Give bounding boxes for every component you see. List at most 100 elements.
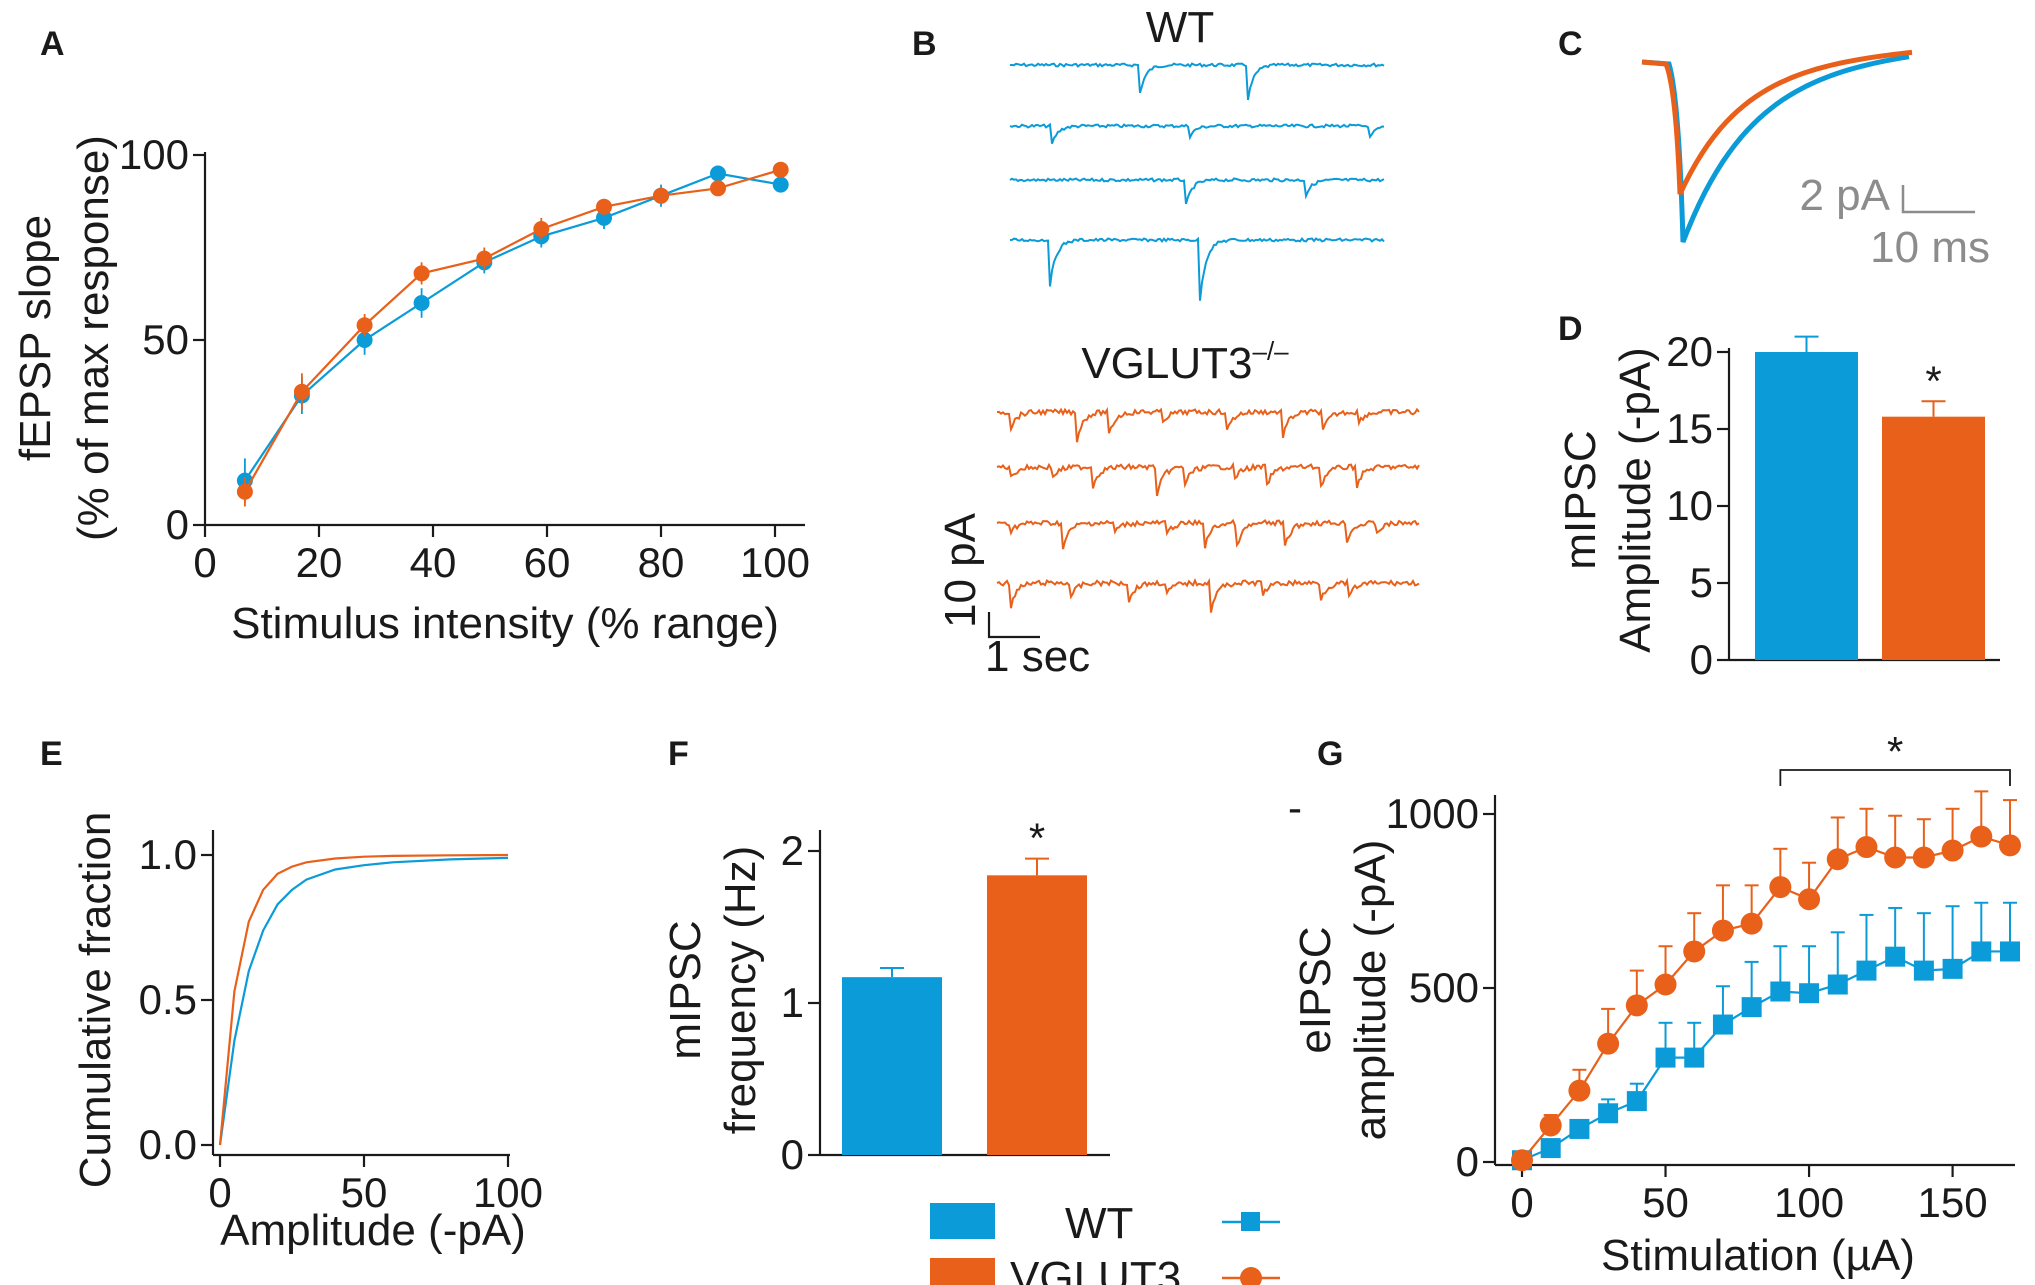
- y-tick-label: 0: [1456, 1138, 1479, 1185]
- y-tick-label: 1: [781, 979, 804, 1026]
- y-tick-label: 1000: [1386, 790, 1479, 837]
- y-tick-label: 100: [119, 131, 189, 178]
- legend-ko-swatch: [930, 1258, 995, 1285]
- y-tick-label: 0: [1690, 636, 1713, 683]
- legend-ko-label: VGLUT3: [1010, 1253, 1181, 1285]
- x-tick-label: 0: [1510, 1179, 1533, 1226]
- bar-vglut3: [1882, 416, 1985, 660]
- a-series-line-wt: [243, 172, 781, 482]
- x-tick-label: 100: [1774, 1179, 1844, 1226]
- panel-d-bar-chart: 0 5 10 15 20 * mIPSC Amplitude (-pA): [1556, 328, 2000, 683]
- g-data-point: [1913, 960, 1934, 981]
- d-y-label-2: Amplitude (-pA): [1611, 347, 1660, 653]
- a-data-point: [293, 383, 310, 400]
- y-tick-label: 5: [1690, 559, 1713, 606]
- e-x-ticks: 0 50 100: [208, 1155, 543, 1216]
- d-y-label-1: mIPSC: [1556, 430, 1605, 569]
- x-tick-label: 100: [473, 1169, 543, 1216]
- a-data-point: [413, 265, 430, 282]
- b-scale-y-label: 10 pA: [936, 512, 985, 628]
- y-tick-label: 0: [781, 1131, 804, 1178]
- e-curves: [218, 853, 509, 1146]
- panel-a-line-chart: 0 50 100 0 20 40 60 80 100 Stimulus intensity (…: [11, 131, 810, 648]
- g-data-point: [1540, 1138, 1561, 1159]
- x-tick-label: 50: [1642, 1179, 1689, 1226]
- g-data-point: [1885, 946, 1906, 967]
- bar-vglut3: [987, 875, 1087, 1155]
- b-trace: [996, 577, 1420, 613]
- significance-star: *: [1925, 357, 1941, 404]
- bar-wt: [842, 977, 942, 1155]
- b-scale-x-label: 1 sec: [985, 632, 1090, 681]
- b-trace: [996, 518, 1420, 550]
- e-y-label: Cumulative fraction: [71, 812, 120, 1189]
- g-data-point: [1511, 1149, 1533, 1172]
- g-data-point: [1856, 960, 1877, 981]
- c-scale-bar: [1901, 185, 1975, 214]
- g-data-point: [1999, 834, 2021, 857]
- panel-label-f: F: [668, 735, 689, 773]
- g-y-ticks: 0 500 1000: [1386, 790, 1495, 1185]
- b-scale-bar: [987, 612, 1040, 639]
- b-trace: [996, 406, 1420, 443]
- panel-label-g: G: [1317, 735, 1343, 773]
- a-data-point: [356, 317, 373, 334]
- y-tick-label: 0: [166, 501, 189, 548]
- b-ko-title-base: VGLUT3: [1081, 339, 1252, 388]
- legend-wt-marker: [1241, 1212, 1260, 1231]
- legend: WT VGLUT3: [930, 1199, 1280, 1285]
- panel-label-e: E: [40, 735, 63, 773]
- g-data-point: [1626, 1091, 1647, 1112]
- a-y-label-2: (% of max response): [69, 135, 118, 541]
- f-y-label-2: frequency (Hz): [716, 846, 765, 1135]
- g-data-point: [1568, 1079, 1591, 1102]
- panel-label-b: B: [912, 25, 937, 63]
- y-tick-label: 0.0: [139, 1121, 197, 1168]
- g-data-point: [1799, 983, 1820, 1004]
- significance-star: *: [1029, 815, 1045, 862]
- a-data-point: [356, 332, 373, 348]
- a-series-line-vglut3: [243, 168, 782, 493]
- b-trace: [996, 461, 1420, 497]
- e-y-ticks: 0.0 0.5 1.0: [139, 831, 213, 1168]
- panel-label-d: D: [1558, 310, 1583, 348]
- g-data-point: [1855, 836, 1878, 859]
- e-x-label: Amplitude (-pA): [220, 1206, 526, 1255]
- a-data-point: [596, 209, 612, 226]
- a-data-point: [533, 221, 550, 237]
- c-scale-x-label: 10 ms: [1870, 223, 1990, 272]
- g-y-label-1: eIPSC: [1291, 926, 1340, 1053]
- f-bars: *: [842, 815, 1087, 1155]
- g-series: *-: [1288, 728, 2021, 1172]
- y-tick-label: 10: [1666, 482, 1713, 529]
- legend-ko-marker: [1240, 1267, 1262, 1285]
- a-data-point: [710, 165, 726, 182]
- panel-label-a: A: [40, 25, 65, 63]
- panel-e-cumulative: 0.0 0.5 1.0 0 50 100 Amplitude (-pA) Cumulat…: [71, 812, 543, 1255]
- c-scale-y-label: 2 pA: [1799, 171, 1890, 220]
- a-data-point: [596, 198, 612, 215]
- y-tick-label: 1.0: [139, 831, 197, 878]
- g-significance-bracket: [1779, 769, 2011, 786]
- x-tick-label: 60: [524, 539, 571, 586]
- g-data-point: [1711, 919, 1734, 942]
- a-data-point: [236, 483, 253, 500]
- a-data-point: [710, 180, 726, 197]
- c-average-trace: [1641, 49, 1913, 196]
- g-data-point: [1569, 1118, 1590, 1139]
- g-data-point: [1941, 839, 1964, 862]
- b-trace: [1009, 177, 1385, 205]
- legend-wt-label: WT: [1065, 1199, 1133, 1248]
- a-y-label-1: fEPSP slope: [11, 215, 60, 461]
- g-data-point: [1740, 912, 1763, 935]
- d-bars: *: [1755, 335, 1985, 660]
- b-trace-group: [996, 62, 1420, 613]
- g-data-point: [1798, 888, 1821, 911]
- g-data-point: [1625, 994, 1648, 1017]
- a-x-ticks: 0 20 40 60 80 100: [193, 525, 810, 586]
- x-tick-label: 80: [638, 539, 685, 586]
- a-y-ticks: 0 50 100: [119, 131, 205, 548]
- b-wt-title: WT: [1146, 3, 1214, 52]
